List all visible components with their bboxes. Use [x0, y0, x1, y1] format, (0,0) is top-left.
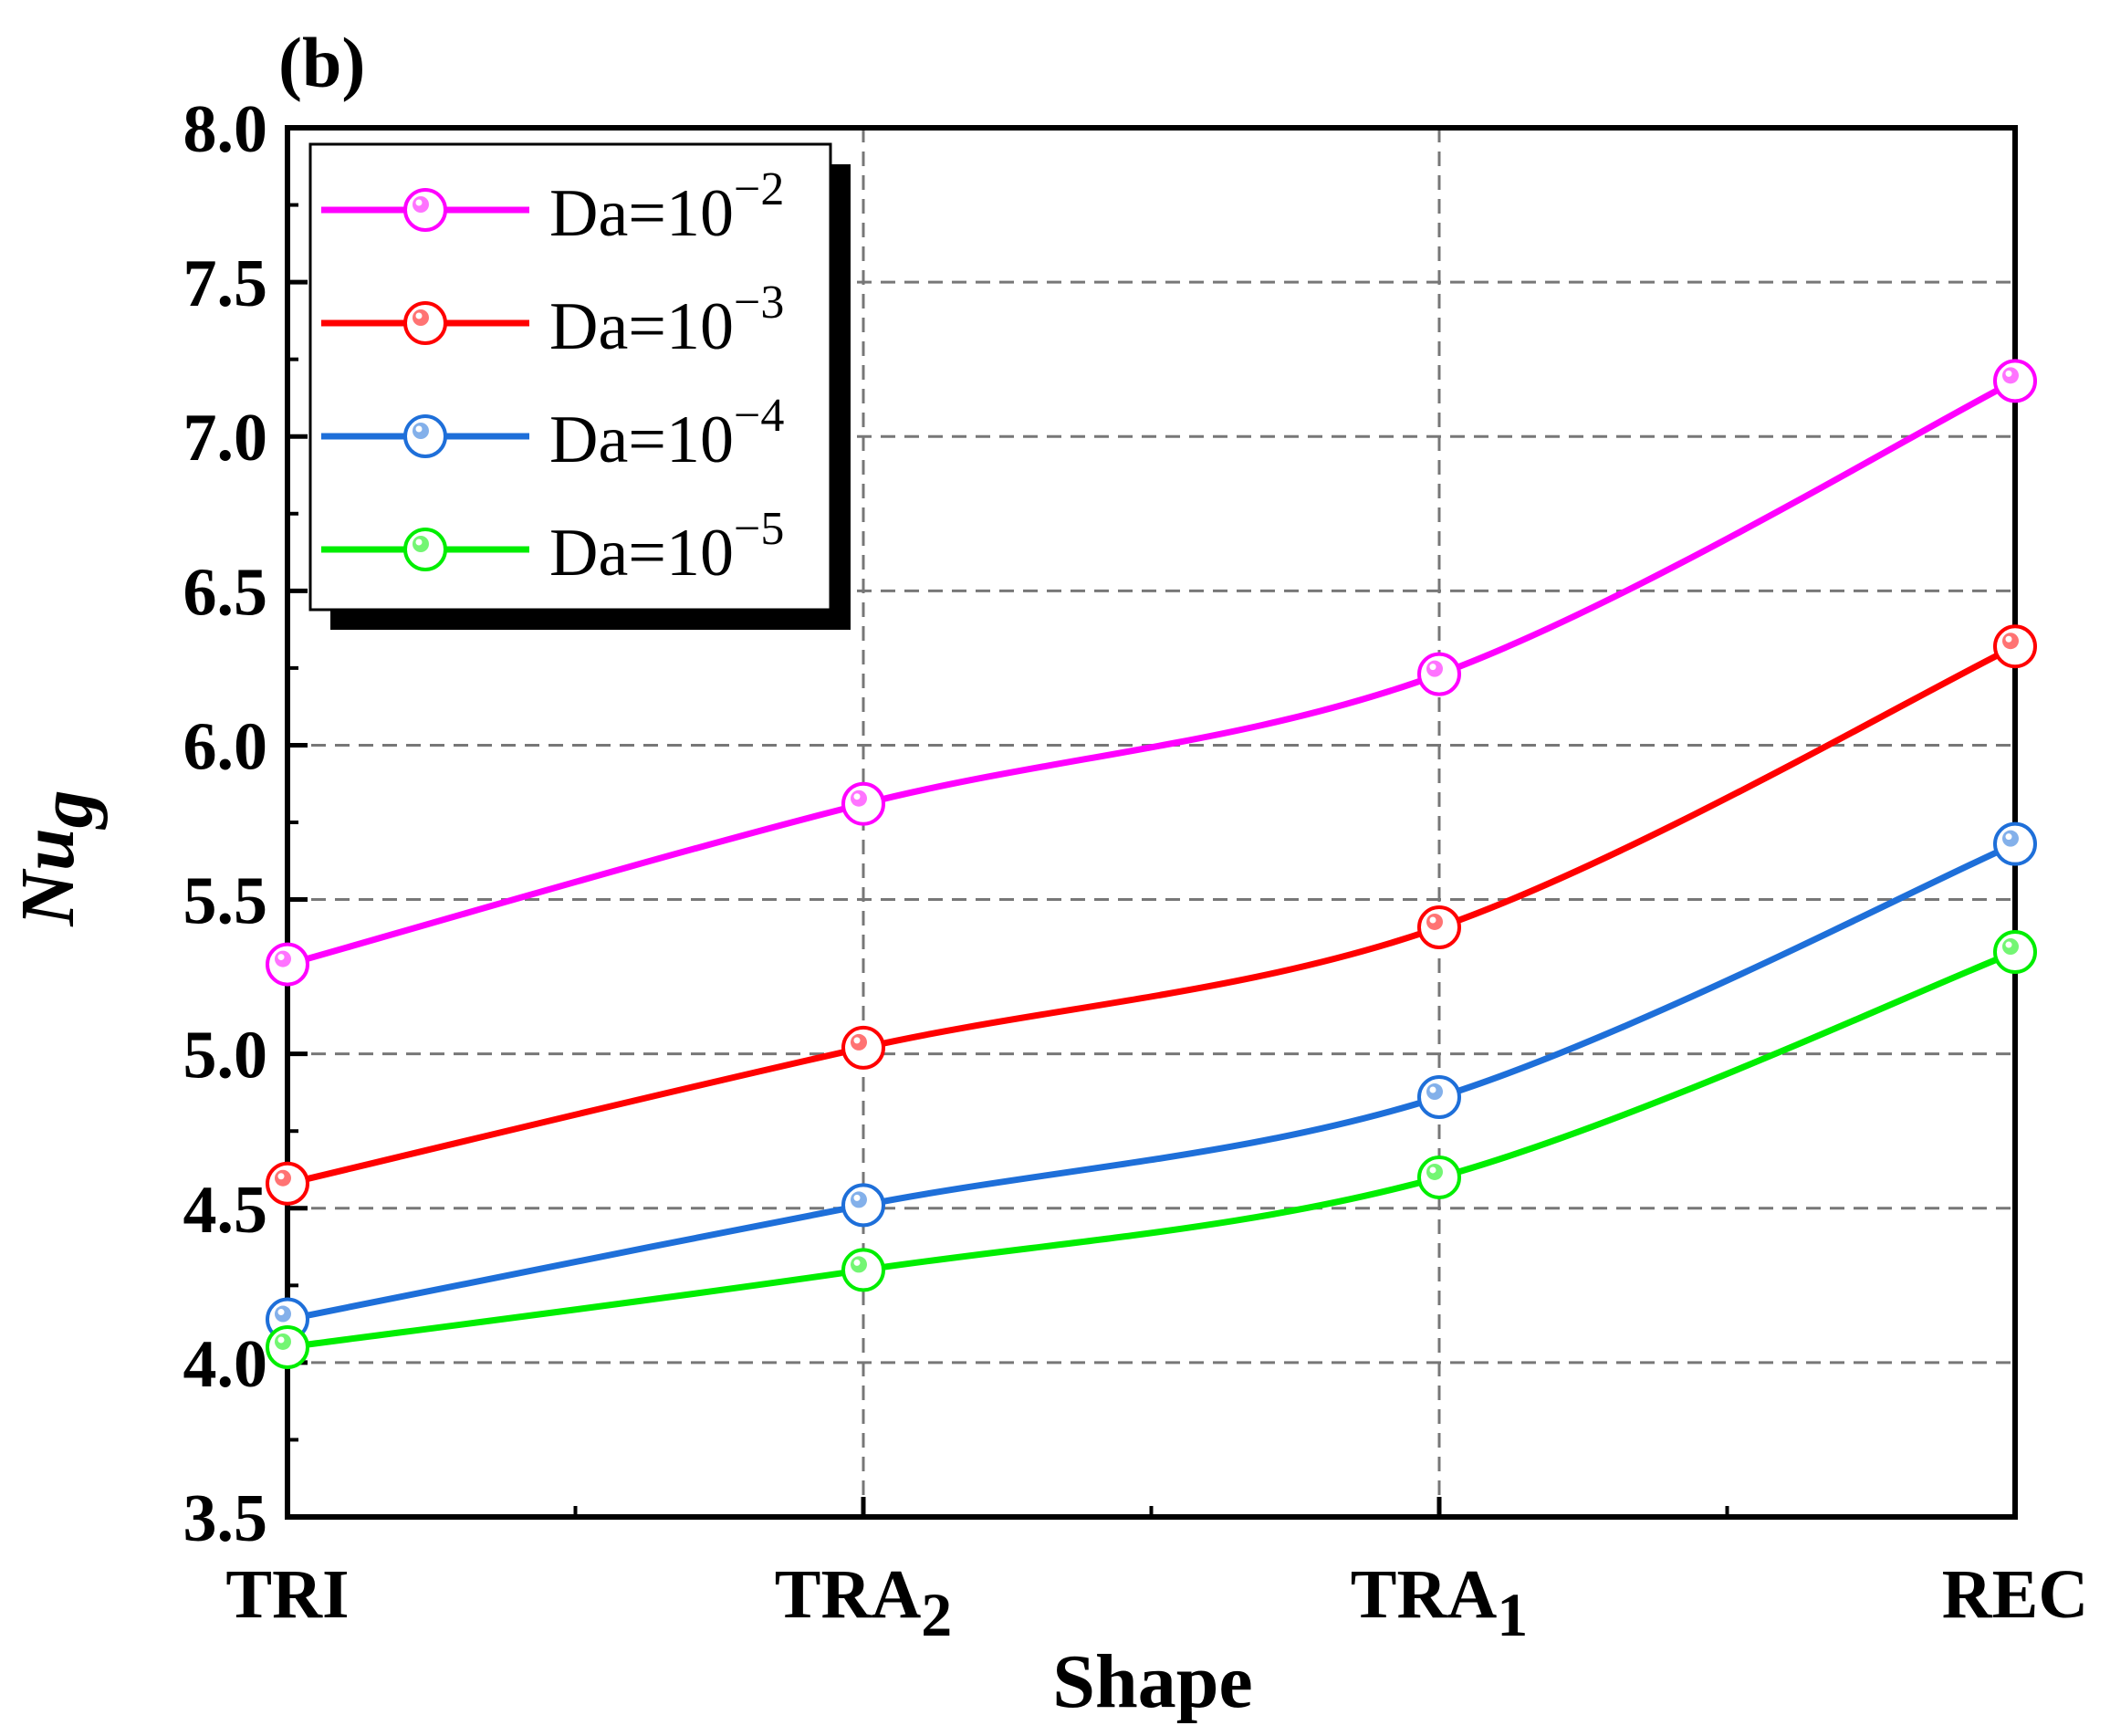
- y-tick-label: 4.0: [183, 1327, 268, 1402]
- data-point: [841, 1183, 885, 1228]
- marker-glint: [2005, 370, 2012, 377]
- y-tick-labels: 3.5 4.0 4.5 5.0 5.5 6.0 6.5 7.0 7.5 8.0: [183, 92, 268, 1556]
- series-line: [284, 841, 2019, 1323]
- legend-marker: [403, 188, 447, 232]
- x-tick-label-main: REC: [1942, 1556, 2088, 1633]
- legend: Da=10−2Da=10−3Da=10−4Da=10−5: [308, 142, 851, 630]
- data-point: [266, 942, 309, 987]
- legend-label-exponent: −4: [734, 390, 784, 442]
- series-1: [266, 359, 2037, 987]
- series-2: [266, 624, 2037, 1206]
- marker-glint: [2005, 635, 2012, 643]
- y-tick-label: 7.5: [183, 246, 268, 321]
- series-line: [284, 377, 2019, 968]
- legend-label: Da=10−4: [549, 390, 784, 477]
- x-tick-label-sub: 1: [1497, 1580, 1528, 1649]
- y-tick-label: 5.5: [183, 864, 268, 939]
- y-tick-label: 8.0: [183, 92, 268, 167]
- y-tick-label: 7.0: [183, 401, 268, 476]
- panel-label: (b): [278, 23, 365, 102]
- x-tick-labels: TRI TRA2 TRA1 REC: [225, 1556, 2088, 1649]
- legend-label-base: Da=10: [549, 516, 734, 591]
- x-tick-label-main: TRA: [1351, 1556, 1498, 1633]
- legend-marker: [403, 528, 447, 571]
- legend-entry-3: Da=10−4: [321, 390, 784, 477]
- marker-glint: [277, 1173, 285, 1180]
- y-axis-title: Nug: [5, 790, 109, 926]
- legend-label-exponent: −5: [734, 503, 784, 555]
- y-axis-title-sub: g: [24, 790, 109, 830]
- marker-glint: [853, 1259, 861, 1266]
- data-point: [841, 1025, 885, 1070]
- legend-label: Da=10−5: [549, 503, 784, 591]
- marker-glint: [853, 1194, 861, 1201]
- series-lines: [266, 359, 2037, 1369]
- legend-label-exponent: −2: [734, 163, 784, 215]
- data-point: [1993, 359, 2037, 403]
- data-point: [1417, 1075, 1461, 1120]
- legend-label: Da=10−3: [549, 277, 784, 364]
- marker-glint: [1429, 664, 1436, 671]
- x-tick-label-main: TRI: [225, 1556, 349, 1633]
- data-point: [1993, 821, 2037, 866]
- marker-glint: [2005, 833, 2012, 841]
- x-tick-label: REC: [1942, 1556, 2088, 1633]
- legend-entry-2: Da=10−3: [321, 277, 784, 364]
- marker-glint: [277, 1336, 285, 1344]
- y-tick-label: 4.5: [183, 1173, 268, 1248]
- legend-label: Da=10−2: [549, 163, 784, 251]
- y-tick-label: 6.0: [183, 709, 268, 784]
- x-tick-label-main: TRA: [775, 1556, 922, 1633]
- series-line: [284, 643, 2019, 1187]
- marker-glint: [415, 312, 423, 319]
- legend-marker: [403, 301, 447, 345]
- series-line: [284, 948, 2019, 1351]
- data-point: [266, 1324, 309, 1369]
- y-axis-title-main: Nu: [5, 828, 90, 926]
- y-tick-label: 3.5: [183, 1481, 268, 1556]
- data-point: [1417, 652, 1461, 696]
- x-tick-label: TRI: [225, 1556, 349, 1633]
- x-axis-title: Shape: [1052, 1639, 1252, 1724]
- data-point: [266, 1161, 309, 1206]
- marker-glint: [415, 425, 423, 433]
- legend-label-exponent: −3: [734, 277, 784, 329]
- marker-glint: [277, 1309, 285, 1316]
- data-point: [841, 781, 885, 826]
- marker-glint: [2005, 941, 2012, 948]
- data-point: [1993, 624, 2037, 669]
- x-tick-label: TRA2: [775, 1556, 952, 1649]
- x-tick-label: TRA1: [1351, 1556, 1528, 1649]
- y-tick-label: 5.0: [183, 1019, 268, 1093]
- data-point: [841, 1248, 885, 1292]
- data-point: [1417, 905, 1461, 949]
- marker-glint: [277, 954, 285, 961]
- marker-glint: [1429, 1166, 1436, 1174]
- marker-glint: [415, 199, 423, 206]
- marker-glint: [415, 539, 423, 546]
- data-point: [1417, 1155, 1461, 1199]
- y-tick-label: 6.5: [183, 555, 268, 630]
- series-3: [266, 821, 2037, 1342]
- x-tick-label-sub: 2: [921, 1580, 952, 1649]
- legend-label-base: Da=10: [549, 176, 734, 251]
- legend-box: [308, 142, 832, 612]
- marker-glint: [1429, 1086, 1436, 1093]
- marker-glint: [853, 793, 861, 800]
- data-point: [1993, 930, 2037, 975]
- series-4: [266, 930, 2037, 1369]
- legend-label-base: Da=10: [549, 403, 734, 477]
- marker-glint: [853, 1037, 861, 1044]
- legend-label-base: Da=10: [549, 289, 734, 364]
- legend-entry-4: Da=10−5: [321, 503, 784, 591]
- marker-glint: [1429, 916, 1436, 924]
- legend-entry-1: Da=10−2: [321, 163, 784, 251]
- legend-marker: [403, 414, 447, 458]
